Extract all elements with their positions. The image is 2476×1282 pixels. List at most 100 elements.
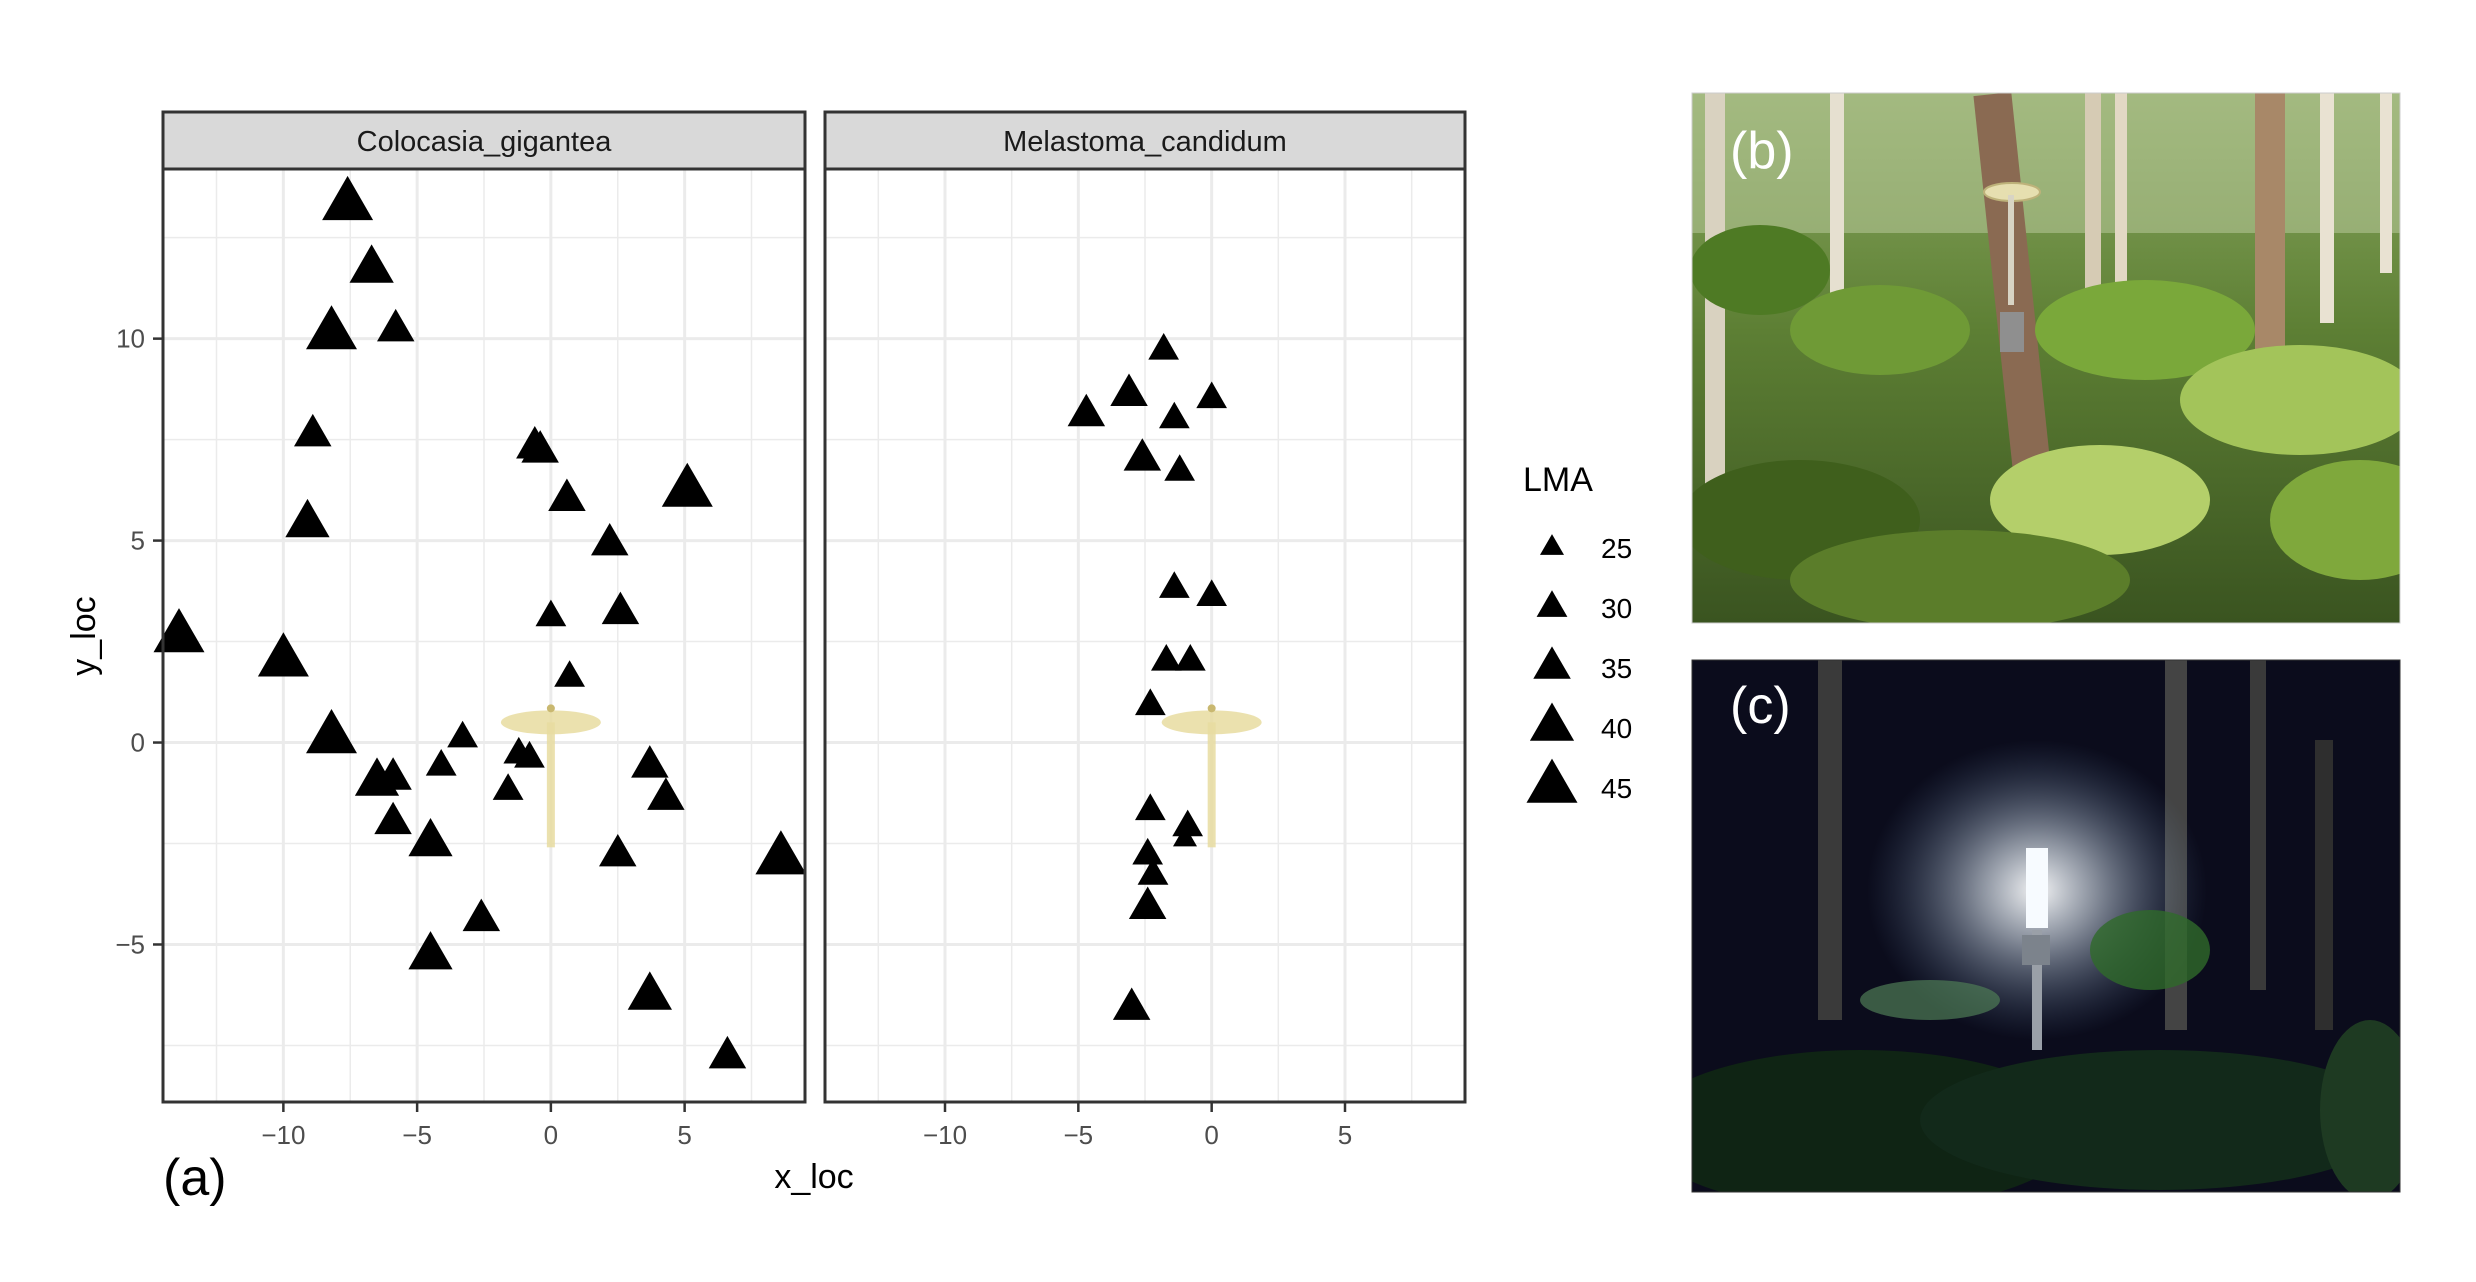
legend-key-symbol <box>1529 702 1575 741</box>
legend-key-symbol <box>1526 758 1578 803</box>
x-axis-colocasia: −10 −5 0 5 <box>261 1102 692 1150</box>
x-tick-label: 5 <box>677 1120 691 1150</box>
x-tick-label: −5 <box>402 1120 432 1150</box>
data-point <box>349 244 394 283</box>
x-axis-melastoma: −10 −5 0 5 <box>923 1102 1352 1150</box>
gridlines <box>825 169 1465 1102</box>
data-point <box>591 523 629 556</box>
data-point <box>447 720 478 748</box>
y-tick-label: 0 <box>131 728 145 758</box>
lamp-pole <box>1207 722 1216 848</box>
light-trap-icon <box>1161 704 1262 848</box>
strip-background <box>161 110 807 171</box>
x-tick-label: −10 <box>923 1120 967 1150</box>
panel-border <box>823 167 1467 1104</box>
photo-daytime-forest: (b) <box>1691 92 2401 624</box>
data-point <box>285 498 330 538</box>
data-point <box>1175 644 1206 671</box>
data-points <box>1067 333 1227 1020</box>
data-point <box>1123 438 1162 471</box>
data-point <box>661 462 713 507</box>
data-point <box>599 834 637 867</box>
data-point <box>627 971 672 1010</box>
y-tick-label: −5 <box>115 929 145 959</box>
data-point <box>514 740 545 768</box>
data-point <box>374 757 412 790</box>
size-legend: LMA 25 30 35 40 45 <box>1523 461 1632 804</box>
x-tick-label: −10 <box>261 1120 305 1150</box>
data-point <box>1135 688 1166 716</box>
y-axis-title: y_loc <box>65 596 103 675</box>
data-point <box>1132 837 1163 865</box>
x-axis-title: x_loc <box>774 1158 853 1196</box>
data-point <box>601 591 640 625</box>
data-point <box>408 818 453 857</box>
data-point <box>548 478 586 511</box>
legend-keys: 25 30 35 40 45 <box>1526 533 1632 804</box>
legend-key-symbol <box>1540 534 1564 555</box>
legend-title: LMA <box>1523 461 1593 499</box>
facet-panel-melastoma: Melastoma_candidum <box>823 110 1467 1104</box>
data-point <box>1137 858 1169 885</box>
x-tick-label: 0 <box>544 1120 558 1150</box>
lamp-shade <box>1161 710 1262 735</box>
data-point <box>1151 644 1182 671</box>
data-point <box>257 632 309 677</box>
data-point <box>306 709 357 754</box>
data-point <box>425 749 457 776</box>
data-point <box>462 898 501 932</box>
x-tick-label: 5 <box>1338 1120 1352 1150</box>
data-point <box>1067 393 1106 427</box>
legend-key-symbol <box>1533 646 1571 679</box>
data-point <box>374 801 412 835</box>
data-point <box>1135 793 1166 821</box>
data-point <box>408 931 453 970</box>
strip-background <box>823 110 1467 171</box>
strip-label-colocasia: Colocasia_gigantea <box>357 126 613 158</box>
data-point <box>492 773 524 800</box>
y-tick-label: 5 <box>131 526 145 556</box>
photo-night-light-trap: (c) <box>1691 659 2401 1193</box>
data-point <box>306 305 357 350</box>
data-point <box>1128 886 1167 919</box>
data-point <box>322 175 374 221</box>
data-point <box>1110 373 1148 406</box>
strip-label-melastoma: Melastoma_candidum <box>1003 126 1287 158</box>
data-point <box>1172 809 1203 837</box>
data-point <box>1112 987 1151 1020</box>
legend-key-label: 35 <box>1601 653 1632 684</box>
x-tick-label: −5 <box>1064 1120 1094 1150</box>
data-point <box>554 660 585 687</box>
data-point <box>631 745 669 778</box>
y-tick-label: 10 <box>116 324 145 354</box>
data-point <box>1159 571 1190 598</box>
data-point <box>1196 579 1227 606</box>
data-point <box>521 430 559 463</box>
lamp-top <box>546 704 555 713</box>
data-point <box>1164 454 1195 481</box>
lamp-pole <box>546 722 555 848</box>
data-point <box>153 608 205 653</box>
legend-key-label: 45 <box>1601 773 1632 804</box>
lamp-shade <box>500 710 601 735</box>
x-tick-label: 0 <box>1204 1120 1218 1150</box>
gridlines <box>163 169 805 1102</box>
data-point <box>294 413 332 447</box>
data-point <box>647 777 685 810</box>
data-point <box>1173 825 1197 847</box>
panel-label-b: (b) <box>1730 122 1794 180</box>
panel-label-c: (c) <box>1730 677 1791 735</box>
light-trap-icon <box>500 704 601 848</box>
data-point <box>1148 333 1179 360</box>
data-point <box>535 599 567 627</box>
data-point <box>1196 381 1227 409</box>
legend-key-label: 40 <box>1601 713 1632 744</box>
legend-key-symbol <box>1536 590 1568 617</box>
data-point <box>1159 401 1190 429</box>
data-point <box>708 1035 747 1069</box>
data-points <box>153 175 807 1069</box>
lamp-top <box>1207 704 1216 713</box>
y-axis: −5 0 5 10 <box>115 324 163 959</box>
data-point <box>755 830 807 875</box>
